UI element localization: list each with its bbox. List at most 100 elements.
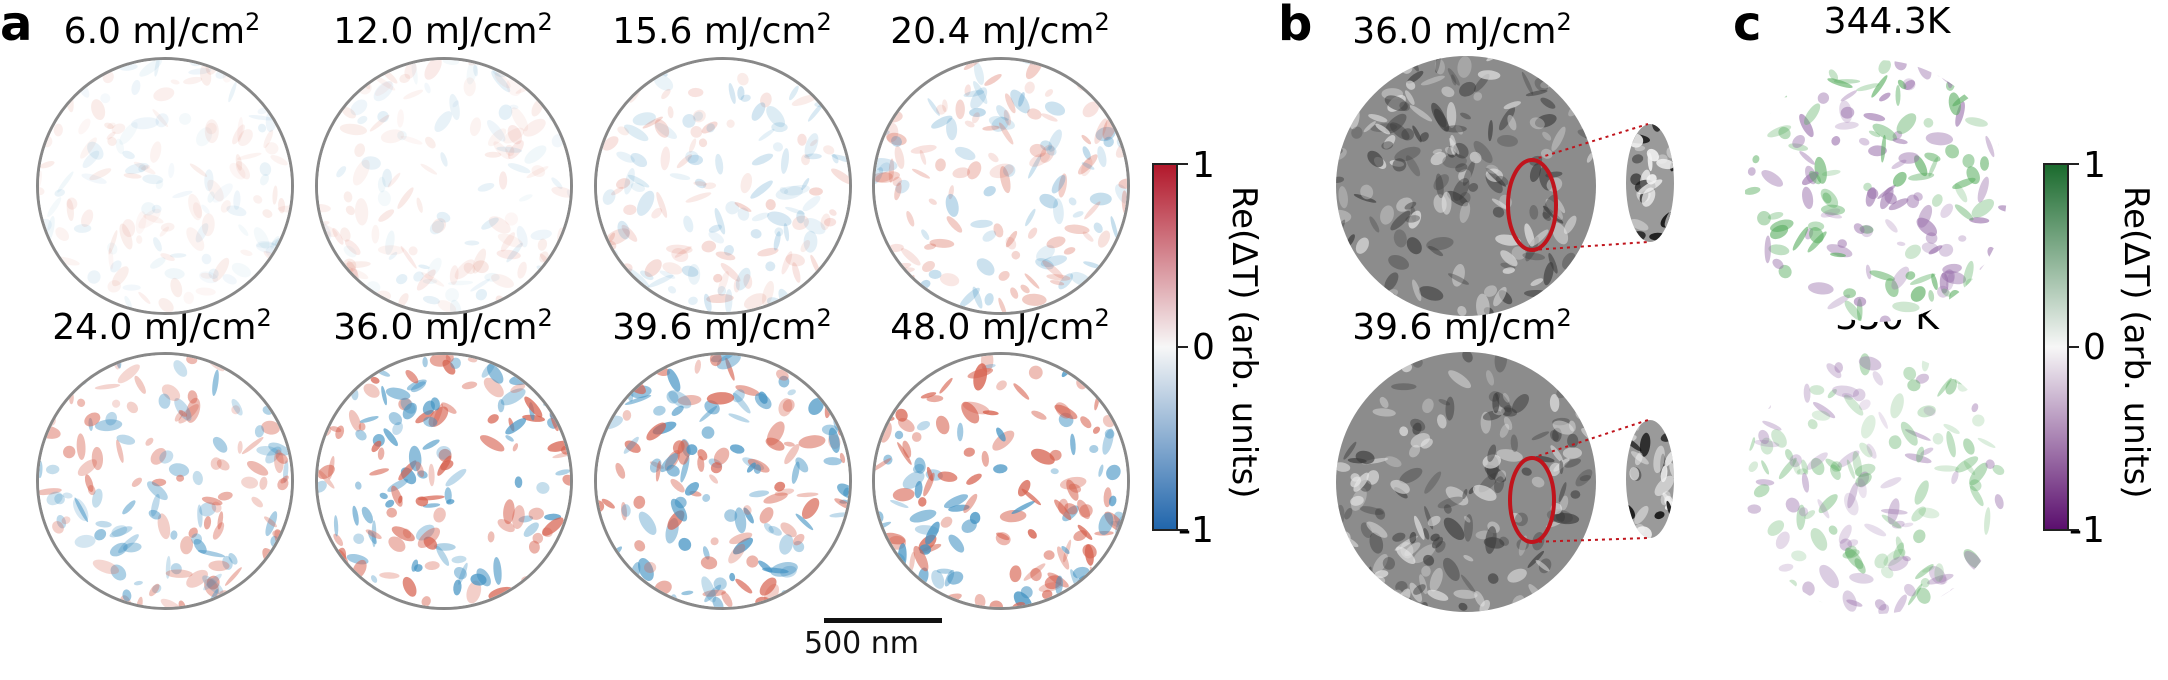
- texture-blob: [759, 507, 774, 524]
- texture-blob: [995, 532, 1011, 546]
- texture-blob: [265, 446, 282, 464]
- texture-blob: [1758, 429, 1770, 445]
- texture-blob: [392, 421, 403, 436]
- texture-blob: [212, 522, 225, 540]
- texture-blob: [1956, 373, 1974, 382]
- texture-blob: [39, 187, 45, 196]
- texture-blob: [1118, 355, 1127, 365]
- texture-blob: [601, 248, 619, 262]
- texture-blob: [1757, 211, 1771, 226]
- texture-blob: [685, 192, 712, 203]
- texture-blob: [677, 440, 690, 465]
- texture-blob: [1829, 464, 1841, 480]
- texture-blob: [1360, 184, 1374, 200]
- texture-blob: [677, 395, 702, 406]
- texture-blob: [87, 485, 96, 496]
- texture-blob: [228, 553, 238, 565]
- texture-blob: [724, 289, 733, 312]
- texture-blob: [1431, 536, 1444, 549]
- texture-blob: [1455, 163, 1468, 173]
- texture-blob: [702, 589, 726, 597]
- texture-blob: [991, 116, 1009, 132]
- texture-blob: [1421, 565, 1431, 577]
- texture-blob: [1803, 383, 1811, 403]
- texture-blob: [660, 452, 679, 473]
- texture-blob: [624, 355, 632, 363]
- texture-blob: [666, 244, 693, 254]
- texture-blob: [798, 435, 826, 449]
- texture-blob: [264, 516, 277, 528]
- texture-blob: [1343, 441, 1357, 460]
- texture-blob: [901, 367, 908, 378]
- texture-blob: [1422, 398, 1434, 414]
- texture-blob: [415, 524, 435, 541]
- texture-blob: [195, 223, 209, 243]
- texture-blob: [255, 66, 265, 91]
- texture-blob: [1918, 507, 1940, 519]
- texture-blob: [1906, 194, 1920, 209]
- texture-blob: [1497, 134, 1518, 147]
- texture-blob: [1778, 563, 1794, 572]
- texture-blob: [388, 251, 398, 260]
- texture-blob: [875, 582, 887, 592]
- texture-blob: [801, 177, 810, 191]
- texture-blob: [701, 121, 718, 134]
- texture-blob: [1842, 549, 1860, 559]
- texture-blob: [1477, 70, 1501, 80]
- texture-blob: [1749, 388, 1771, 409]
- texture-blob: [200, 272, 213, 279]
- texture-blob: [123, 542, 142, 553]
- texture-blob: [1066, 479, 1079, 501]
- texture-blob: [74, 591, 84, 602]
- colorbar-a-title: Re(ΔT) (arb. units): [1224, 186, 1264, 499]
- texture-blob: [758, 128, 775, 141]
- texture-blob: [373, 81, 394, 102]
- texture-blob: [1843, 288, 1856, 299]
- texture-blob: [1915, 564, 1934, 580]
- texture-blob: [1396, 197, 1413, 212]
- texture-blob: [1874, 599, 1887, 611]
- texture-blob: [63, 445, 76, 459]
- texture-blob: [684, 482, 700, 496]
- texture-blob: [694, 359, 702, 374]
- texture-blob: [804, 133, 819, 158]
- texture-blob: [1913, 529, 1926, 544]
- panel-a-map-3: [594, 57, 852, 315]
- texture-blob: [201, 496, 223, 506]
- texture-blob: [246, 584, 264, 600]
- texture-blob: [528, 540, 540, 554]
- texture-blob: [878, 162, 891, 174]
- texture-blob: [895, 179, 910, 194]
- texture-blob: [1985, 135, 1995, 158]
- texture-blob: [1832, 385, 1860, 398]
- texture-blob: [199, 271, 219, 284]
- texture-blob: [1931, 194, 1943, 207]
- texture-blob: [996, 427, 1006, 442]
- texture-blob: [1865, 264, 1872, 280]
- texture-blob: [1917, 405, 1936, 418]
- texture-blob: [1903, 80, 1916, 90]
- texture-blob: [1022, 293, 1047, 306]
- texture-blob: [1443, 517, 1465, 540]
- texture-blob: [918, 355, 937, 365]
- texture-blob: [235, 161, 250, 180]
- texture-blob: [203, 578, 220, 598]
- texture-blob: [453, 579, 462, 596]
- texture-blob: [1804, 103, 1821, 125]
- texture-blob: [974, 593, 986, 607]
- texture-blob: [1502, 267, 1515, 274]
- texture-blob: [318, 464, 335, 480]
- texture-blob: [261, 382, 287, 389]
- texture-blob: [806, 66, 817, 78]
- texture-blob: [880, 264, 895, 285]
- texture-blob: [771, 122, 788, 133]
- texture-blob: [1840, 90, 1857, 102]
- texture-blob: [1903, 366, 1917, 381]
- texture-blob: [74, 534, 96, 548]
- texture-blob: [1966, 166, 1980, 185]
- texture-blob: [220, 200, 231, 213]
- texture-blob: [1092, 426, 1101, 434]
- texture-blob: [1492, 392, 1500, 414]
- texture-blob: [1856, 83, 1880, 92]
- texture-blob: [159, 450, 174, 464]
